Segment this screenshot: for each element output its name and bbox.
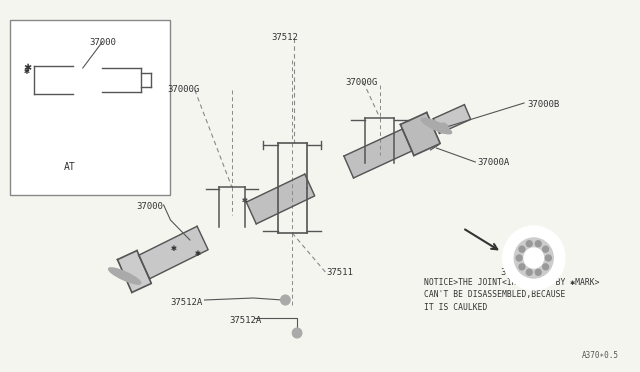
Polygon shape (118, 251, 151, 292)
Text: AT: AT (64, 162, 76, 172)
Circle shape (280, 295, 291, 305)
Polygon shape (401, 112, 440, 155)
Bar (10, 20, 170, 195)
Circle shape (526, 241, 532, 247)
Circle shape (535, 269, 541, 275)
Circle shape (545, 255, 551, 261)
Text: ✱: ✱ (23, 63, 31, 73)
Text: ✱: ✱ (241, 195, 248, 205)
Circle shape (519, 264, 525, 270)
Circle shape (543, 246, 548, 252)
Circle shape (515, 238, 553, 278)
Ellipse shape (421, 118, 452, 134)
Polygon shape (139, 226, 208, 279)
Polygon shape (344, 129, 412, 178)
Circle shape (524, 248, 543, 268)
Text: 37000G: 37000G (168, 85, 200, 94)
Text: 37521K: 37521K (500, 268, 532, 277)
Text: 37000: 37000 (90, 38, 116, 47)
Text: 37511: 37511 (326, 268, 353, 277)
Text: ✱: ✱ (195, 248, 201, 258)
Polygon shape (433, 105, 470, 133)
Text: 37000G: 37000G (346, 78, 378, 87)
Text: 37512A: 37512A (229, 316, 261, 325)
Text: 37000A: 37000A (477, 158, 509, 167)
Ellipse shape (109, 268, 141, 284)
Circle shape (502, 226, 565, 290)
Text: ✱: ✱ (170, 243, 177, 253)
Circle shape (519, 246, 525, 252)
Circle shape (292, 328, 302, 338)
Text: ✱: ✱ (24, 66, 29, 76)
Text: A370∗0.5: A370∗0.5 (582, 351, 618, 360)
Text: 37000: 37000 (136, 202, 163, 211)
Text: 37000B: 37000B (527, 100, 559, 109)
Polygon shape (246, 174, 315, 224)
Circle shape (543, 264, 548, 270)
Circle shape (516, 255, 522, 261)
Circle shape (438, 123, 448, 133)
Circle shape (535, 241, 541, 247)
Text: 37512: 37512 (271, 33, 298, 42)
Text: 37512A: 37512A (170, 298, 203, 307)
Circle shape (526, 269, 532, 275)
Text: NOTICE>THE JOINT<INDICATED BY ✱MARK>
CAN'T BE DISASSEMBLED,BECAUSE
IT IS CAULKED: NOTICE>THE JOINT<INDICATED BY ✱MARK> CAN… (424, 278, 599, 312)
